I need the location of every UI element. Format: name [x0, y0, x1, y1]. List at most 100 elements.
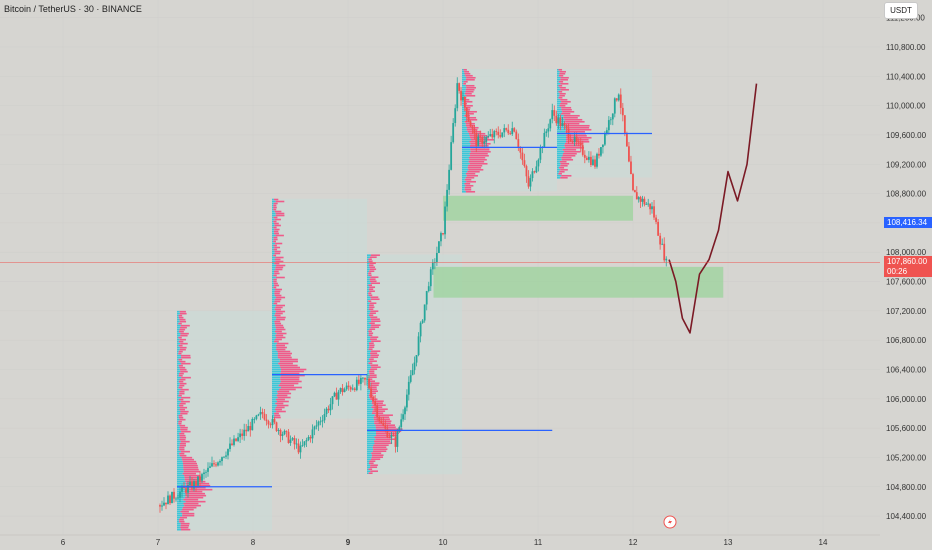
profile-bar: [557, 168, 561, 171]
profile-bar: [273, 202, 278, 205]
profile-bar: [367, 458, 371, 461]
alert-icon[interactable]: [663, 515, 677, 529]
profile-bar: [183, 468, 199, 471]
currency-button[interactable]: USDT: [884, 2, 918, 19]
profile-bar: [274, 246, 281, 249]
profile-bar: [367, 290, 370, 293]
candle: [533, 171, 536, 173]
profile-bar: [557, 94, 560, 97]
profile-bar: [180, 334, 188, 337]
profile-bar: [180, 396, 191, 399]
profile-bar: [557, 102, 561, 105]
profile-bar: [177, 400, 181, 403]
profile-bar: [368, 294, 373, 297]
profile-bar: [462, 156, 469, 159]
profile-bar: [557, 70, 560, 73]
profile-bar: [374, 414, 393, 417]
profile-bar: [557, 88, 561, 91]
profile-bar: [275, 234, 284, 237]
profile-bar: [179, 454, 187, 457]
profile-bar: [367, 306, 370, 309]
support-zone[interactable]: [443, 195, 633, 221]
profile-bar: [274, 338, 282, 341]
profile-bar: [367, 398, 371, 401]
candle: [505, 128, 508, 130]
profile-bar: [463, 80, 468, 83]
candle: [423, 304, 426, 321]
profile-bar: [557, 154, 563, 157]
profile-bar: [369, 270, 375, 273]
profile-bar: [367, 282, 371, 285]
candle: [351, 388, 354, 390]
candle: [221, 457, 223, 462]
candle: [465, 107, 468, 117]
support-zone[interactable]: [433, 266, 724, 298]
candle: [628, 146, 630, 162]
profile-bar: [177, 428, 181, 431]
candle: [366, 378, 368, 380]
candle: [545, 131, 548, 133]
profile-bar: [369, 304, 374, 307]
profile-bar: [462, 132, 469, 135]
profile-bar: [462, 138, 471, 141]
profile-bar: [557, 146, 566, 149]
profile-bar: [177, 480, 186, 483]
candle: [311, 429, 314, 439]
candle: [415, 355, 418, 363]
profile-bar: [371, 454, 384, 457]
profile-bar: [462, 82, 464, 85]
candle: [467, 116, 470, 122]
profile-bar: [557, 72, 560, 75]
profile-bar: [277, 400, 289, 403]
profile-bar: [177, 522, 181, 525]
profile-bar: [180, 528, 191, 531]
candle: [241, 433, 244, 436]
profile-bar: [272, 296, 276, 299]
profile-bar: [274, 294, 282, 297]
profile-bar: [367, 310, 371, 313]
profile-bar: [557, 112, 562, 115]
profile-bar: [367, 440, 375, 443]
profile-bar: [177, 462, 184, 465]
profile-bar: [367, 462, 369, 465]
profile-bar: [272, 352, 278, 355]
profile-bar: [273, 206, 277, 209]
profile-bar: [464, 188, 472, 191]
profile-bar: [272, 280, 274, 283]
profile-bar: [562, 148, 577, 151]
profile-bar: [276, 394, 288, 397]
profile-bar: [178, 364, 183, 367]
profile-bar: [370, 368, 378, 371]
profile-bar: [273, 240, 277, 243]
profile-bar: [369, 262, 376, 265]
profile-bar: [462, 100, 466, 103]
profile-bar: [274, 228, 280, 231]
profile-bar: [367, 414, 375, 417]
candle: [587, 156, 590, 160]
candle: [479, 136, 482, 138]
y-tick-label: 106,000.00: [886, 395, 927, 404]
profile-bar: [462, 122, 466, 125]
profile-bar: [368, 274, 372, 277]
profile-bar: [367, 368, 371, 371]
profile-bar: [372, 400, 384, 403]
profile-bar: [177, 514, 183, 517]
profile-bar: [177, 526, 181, 529]
candle: [165, 502, 167, 505]
profile-bar: [272, 392, 278, 395]
projection-path[interactable]: [668, 83, 758, 334]
profile-bar: [180, 510, 189, 513]
profile-bar: [178, 336, 182, 339]
profile-bar: [272, 212, 276, 215]
profile-bar: [468, 156, 486, 159]
profile-bar: [462, 72, 465, 75]
profile-bar: [275, 268, 283, 271]
candle: [317, 421, 320, 426]
profile-bar: [368, 314, 374, 317]
profile-bar: [279, 364, 298, 367]
profile-bar: [181, 362, 191, 365]
candle: [657, 221, 660, 236]
y-tick-label: 107,200.00: [886, 307, 927, 316]
